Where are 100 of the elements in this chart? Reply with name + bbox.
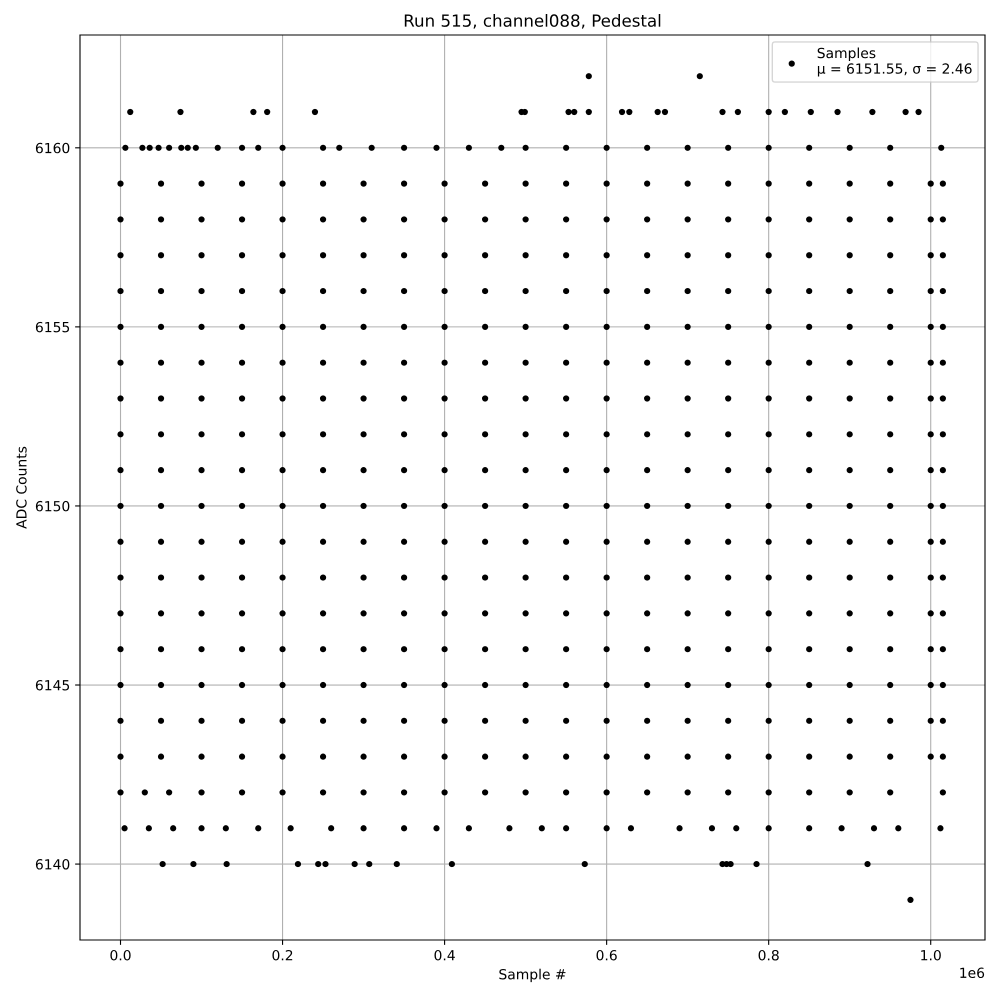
chart-title: Run 515, channel088, Pedestal [404,14,660,29]
point [604,825,610,832]
point [522,360,529,366]
point [940,718,946,724]
point [626,108,632,116]
point [360,360,367,366]
point [158,754,164,760]
point [676,825,683,832]
point [142,789,148,796]
point [684,288,691,294]
point [158,467,164,474]
point [522,538,529,545]
point [563,502,570,510]
point [214,144,221,151]
point [238,789,246,796]
point [352,860,358,868]
point [846,252,853,258]
point [400,288,408,294]
point [766,324,772,330]
point [928,538,934,545]
point [644,144,650,151]
point [279,180,286,187]
point [155,144,162,151]
point [117,252,124,258]
point [940,252,946,258]
point [565,108,572,116]
point [522,754,529,760]
point [238,502,246,510]
point [117,431,124,438]
point [198,360,205,366]
point [400,180,408,187]
point [604,324,610,330]
point [360,431,367,438]
point [522,180,529,187]
point [279,467,286,474]
point [198,324,205,330]
point [482,682,488,688]
point [522,467,529,474]
point [887,324,894,330]
point [725,682,732,688]
point [279,431,286,438]
point [482,646,488,652]
point [441,288,448,294]
point [644,252,650,258]
point [238,324,246,330]
point [846,502,853,510]
point [238,144,246,151]
point [907,896,914,903]
point [684,538,691,545]
point [644,789,650,796]
point [887,144,894,151]
point [725,216,732,223]
point [294,860,302,868]
point [806,360,812,366]
point [725,360,732,366]
point [522,789,529,796]
point [586,108,592,116]
point [522,395,529,402]
point [887,682,894,688]
point [937,825,944,832]
point [184,144,191,151]
point [498,144,504,151]
x-tick-label: 0.6 [596,950,617,960]
point [604,467,610,474]
point [766,467,772,474]
point [158,288,164,294]
point [928,718,934,724]
point [279,574,286,581]
point [846,789,853,796]
point [684,646,691,652]
point [522,574,529,581]
point [117,718,124,724]
point [604,216,610,223]
point [158,538,164,545]
point [238,754,246,760]
point [198,754,205,760]
point [846,574,853,581]
point [279,646,286,652]
point [563,431,570,438]
point [869,108,876,116]
point [360,216,367,223]
point [255,825,262,832]
point [806,395,812,402]
point [482,718,488,724]
point [766,360,772,366]
point [322,860,329,868]
point [400,502,408,510]
point [320,395,326,402]
point [846,144,853,151]
point [734,108,741,116]
point [400,144,408,151]
point [887,538,894,545]
point [684,718,691,724]
point [940,360,946,366]
point [198,646,205,652]
point [117,610,124,616]
point [238,538,246,545]
point [482,754,488,760]
point [117,216,124,223]
point [360,538,367,545]
